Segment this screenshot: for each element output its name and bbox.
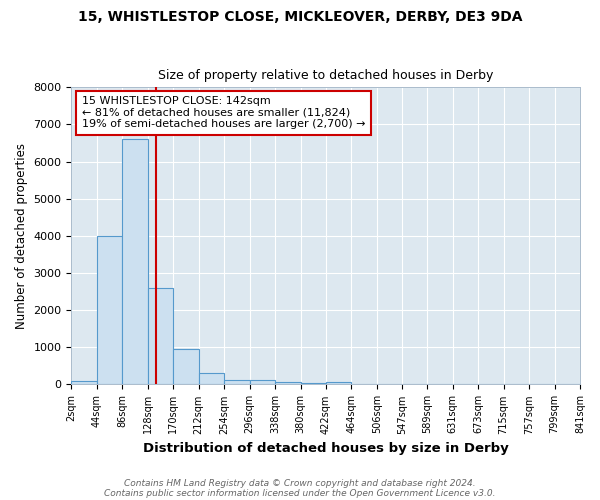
X-axis label: Distribution of detached houses by size in Derby: Distribution of detached houses by size … [143, 442, 509, 455]
Bar [250, 380, 275, 384]
Bar [275, 382, 301, 384]
Text: 15, WHISTLESTOP CLOSE, MICKLEOVER, DERBY, DE3 9DA: 15, WHISTLESTOP CLOSE, MICKLEOVER, DERBY… [78, 10, 522, 24]
Text: Contains HM Land Registry data © Crown copyright and database right 2024.: Contains HM Land Registry data © Crown c… [124, 478, 476, 488]
Bar [199, 372, 224, 384]
Bar [326, 382, 352, 384]
Title: Size of property relative to detached houses in Derby: Size of property relative to detached ho… [158, 69, 493, 82]
Bar [148, 288, 173, 384]
Text: 15 WHISTLESTOP CLOSE: 142sqm
← 81% of detached houses are smaller (11,824)
19% o: 15 WHISTLESTOP CLOSE: 142sqm ← 81% of de… [82, 96, 365, 130]
Bar [301, 382, 326, 384]
Bar [173, 349, 199, 384]
Bar [122, 140, 148, 384]
Y-axis label: Number of detached properties: Number of detached properties [15, 143, 28, 329]
Text: Contains public sector information licensed under the Open Government Licence v3: Contains public sector information licen… [104, 488, 496, 498]
Bar [224, 380, 250, 384]
Bar [97, 236, 122, 384]
Bar [71, 382, 97, 384]
